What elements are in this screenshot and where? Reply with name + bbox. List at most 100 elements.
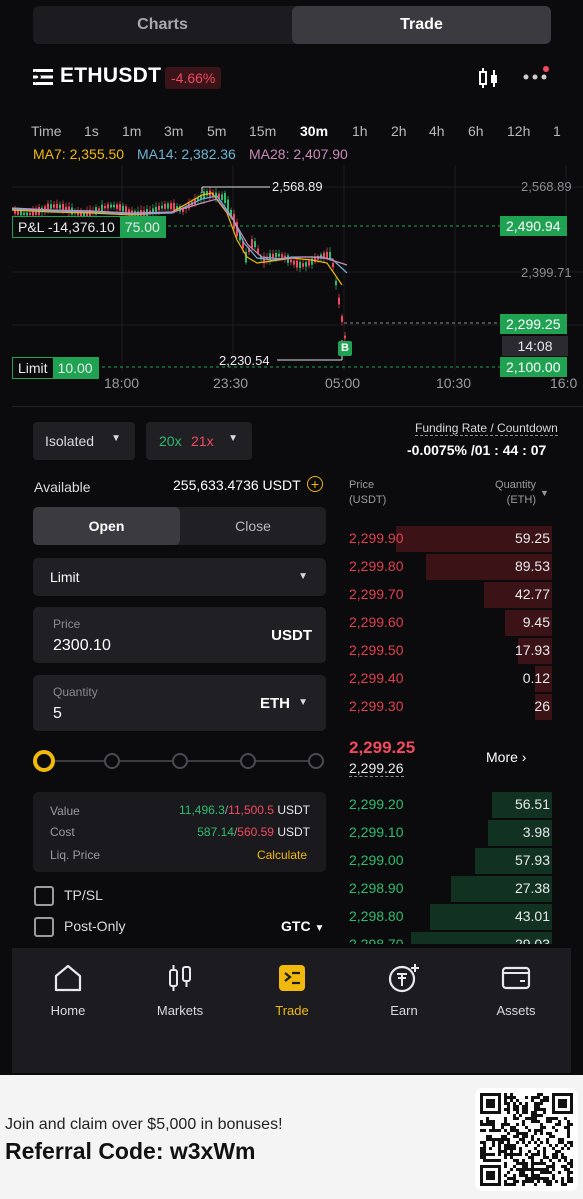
ask-row[interactable]: 2,299.90 59.25	[338, 526, 552, 552]
symbol-title[interactable]: ETHUSDT	[60, 64, 162, 87]
tf-time[interactable]: Time	[31, 123, 62, 139]
tab-trade[interactable]: Trade	[292, 6, 551, 44]
tf-3m[interactable]: 3m	[164, 123, 184, 139]
markets-icon	[169, 965, 191, 991]
pnl-label[interactable]: P&L -14,376.10 75.00	[12, 216, 166, 238]
top-tab-bar: Charts Trade	[33, 6, 551, 44]
orderbook-price: 2,299.20	[349, 796, 404, 812]
price-input-label: Price	[53, 617, 81, 631]
ask-row[interactable]: 2,299.40 0.12	[338, 666, 552, 692]
slider-stop-100[interactable]	[308, 753, 324, 769]
orderbook-qty: 56.51	[514, 796, 550, 812]
calculate-link[interactable]: Calculate	[256, 848, 307, 862]
open-tab[interactable]: Open	[33, 507, 180, 545]
close-tab[interactable]: Close	[235, 518, 271, 534]
leverage-short: 21x	[191, 433, 214, 449]
orderbook-qty-header[interactable]: Quantity (ETH)	[495, 479, 536, 506]
margin-mode-dropdown[interactable]: Isolated ▼	[33, 422, 135, 460]
orderbook-price: 2,299.70	[349, 586, 404, 602]
bid-row[interactable]: 2,299.00 57.93	[338, 848, 552, 874]
tf-1d[interactable]: 1	[553, 123, 561, 139]
nav-home[interactable]: Home	[12, 948, 124, 1018]
nav-earn[interactable]: Earn	[348, 948, 460, 1018]
orderbook-price: 2,299.10	[349, 824, 404, 840]
order-type-dropdown[interactable]: Limit ▼	[33, 558, 326, 596]
tf-1h[interactable]: 1h	[352, 123, 368, 139]
tpsl-label: TP/SL	[64, 887, 103, 903]
more-button[interactable]: More ›	[486, 749, 527, 765]
x-axis-label: 05:00	[325, 375, 361, 391]
price-input[interactable]: Price 2300.10 USDT	[33, 607, 326, 663]
slider-stop-50[interactable]	[172, 753, 188, 769]
tf-30m[interactable]: 30m	[300, 123, 329, 139]
ask-row[interactable]: 2,299.80 89.53	[338, 554, 552, 580]
depth-bar	[534, 694, 552, 720]
open-close-toggle: Open Close	[33, 507, 326, 545]
orderbook-qty: 9.45	[522, 614, 550, 630]
slider-stop-25[interactable]	[104, 753, 120, 769]
bid-row[interactable]: 2,298.80 43.01	[338, 904, 552, 930]
tf-12h[interactable]: 12h	[507, 123, 531, 139]
quantity-input-value: 5	[53, 705, 62, 722]
bid-row[interactable]: 2,299.20 56.51	[338, 792, 552, 818]
orderbook-qty: 17.93	[514, 642, 550, 658]
chevron-down-icon: ▼	[298, 697, 308, 708]
slider-stop-75[interactable]	[240, 753, 256, 769]
orderbook-price: 2,299.90	[349, 530, 404, 546]
available-label: Available	[34, 479, 91, 495]
quantity-unit-selector[interactable]: ETH	[260, 695, 290, 712]
divider	[12, 406, 583, 407]
home-icon	[54, 964, 82, 992]
time-in-force-dropdown[interactable]: GTC ▼	[281, 918, 325, 934]
tf-15m[interactable]: 15m	[249, 123, 277, 139]
add-funds-icon[interactable]: +	[307, 476, 323, 492]
margin-mode-value: Isolated	[45, 433, 95, 449]
bid-row[interactable]: 2,298.90 27.38	[338, 876, 552, 902]
more-options-icon[interactable]	[521, 64, 551, 89]
post-only-checkbox[interactable]	[34, 917, 54, 937]
nav-trade[interactable]: Trade	[236, 948, 348, 1018]
tf-1s[interactable]: 1s	[84, 123, 99, 139]
funding-rate-value: -0.0075% /01 : 44 : 07	[407, 442, 547, 458]
chevron-right-icon: ›	[521, 749, 527, 765]
orderbook-price: 2,299.50	[349, 642, 404, 658]
depth-bar	[483, 582, 552, 608]
price-chart[interactable]: 2,568.89 2,230.54 2,568.89 2,399.71 2,49…	[11, 165, 583, 395]
tf-2h[interactable]: 2h	[391, 123, 407, 139]
ask-row[interactable]: 2,299.30 26	[338, 694, 552, 720]
orderbook-price: 2,299.60	[349, 614, 404, 630]
slider-handle[interactable]	[33, 750, 55, 772]
limit-order-label[interactable]: Limit 10.00	[12, 357, 99, 379]
orderbook-qty: 0.12	[522, 670, 550, 686]
quantity-slider[interactable]	[33, 750, 326, 772]
candlestick-toggle-icon[interactable]	[477, 66, 501, 95]
tf-1m[interactable]: 1m	[122, 123, 142, 139]
value-label: Value	[50, 804, 80, 818]
funding-rate-label[interactable]: Funding Rate / Countdown	[415, 421, 558, 436]
nav-assets[interactable]: Assets	[460, 948, 572, 1018]
tab-charts[interactable]: Charts	[137, 16, 188, 33]
orderbook-price: 2,298.70	[349, 936, 404, 944]
mark-price[interactable]: 2,299.26	[349, 760, 404, 777]
wallet-icon	[501, 966, 531, 990]
tf-5m[interactable]: 5m	[207, 123, 227, 139]
bid-row[interactable]: 2,299.10 3.98	[338, 820, 552, 846]
ask-row[interactable]: 2,299.50 17.93	[338, 638, 552, 664]
chevron-down-icon: ▼	[298, 571, 308, 582]
orderbook-price: 2,299.00	[349, 852, 404, 868]
last-price-tag: 2,299.25	[500, 314, 567, 334]
bid-row[interactable]: 2,298.70 29.03	[338, 932, 552, 944]
ask-row[interactable]: 2,299.70 42.77	[338, 582, 552, 608]
menu-icon[interactable]	[33, 68, 53, 86]
limit-label-text: Limit	[18, 360, 48, 376]
limit-price-tag: 2,100.00	[500, 357, 567, 377]
quantity-input[interactable]: Quantity 5 ETH ▼	[33, 675, 326, 731]
depth-bar	[395, 526, 552, 552]
tf-4h[interactable]: 4h	[429, 123, 445, 139]
chevron-down-icon[interactable]: ▼	[540, 488, 549, 498]
tf-6h[interactable]: 6h	[468, 123, 484, 139]
nav-markets[interactable]: Markets	[124, 948, 236, 1018]
ask-row[interactable]: 2,299.60 9.45	[338, 610, 552, 636]
leverage-dropdown[interactable]: 20x 21x ▼	[146, 422, 252, 460]
tpsl-checkbox[interactable]	[34, 886, 54, 906]
